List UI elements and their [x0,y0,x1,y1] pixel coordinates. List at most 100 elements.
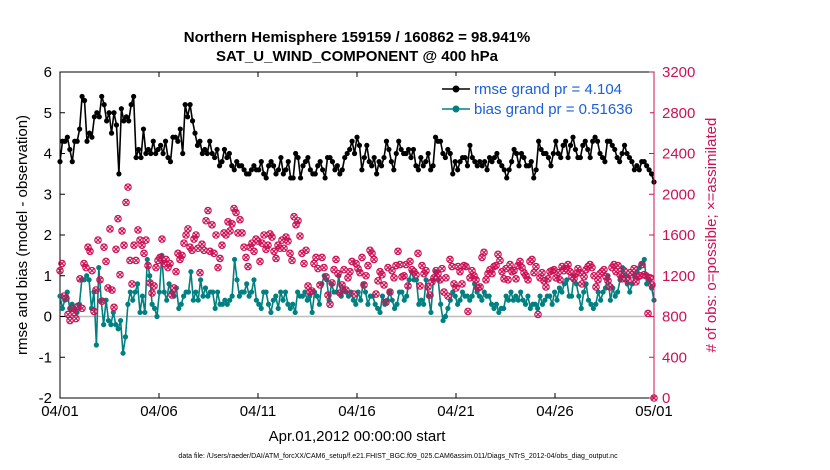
obs-possible-point [600,265,608,274]
chart-title-line2: SAT_U_WIND_COMPONENT @ 400 hPa [216,48,499,65]
obs-possible-point [144,261,152,270]
bias-point [137,309,143,316]
rmse-point [261,171,267,177]
obs-possible-point [294,216,302,225]
bias-point [127,289,133,295]
obs-possible-point [574,264,582,273]
rmse-point [194,142,201,148]
obs-assimilated-point [68,305,76,312]
rmse-point [67,146,73,153]
obs-assimilated-point [216,255,224,262]
obs-possible-point [192,231,200,239]
obs-assimilated-point [202,217,210,224]
obs-possible-point [242,253,250,262]
obs-assimilated-point [346,268,354,275]
bias-point [244,281,250,287]
rmse-point [371,154,377,161]
rmse-point [567,142,574,148]
obs-possible-point [462,262,470,271]
rmse-point [180,150,186,157]
rmse-point [297,175,304,181]
obs-assimilated-point [530,269,538,276]
rmse-point [84,138,90,144]
obs-possible-point [158,235,166,243]
rmse-point [447,150,453,157]
bias-point [416,301,422,307]
obs-possible-point [88,266,96,275]
obs-assimilated-point [238,229,246,236]
rmse-point [329,159,336,165]
rmse-point [383,138,390,144]
obs-possible-point [210,249,218,258]
obs-possible-point [512,275,520,283]
obs-assimilated-point [504,276,512,283]
bias-point [389,297,395,303]
bias-point [181,293,187,299]
obs-assimilated-point [620,267,628,274]
bias-point [132,289,138,295]
left-y-tick-label: 2 [44,227,52,244]
bias-point [573,281,580,287]
obs-possible-point [290,212,298,221]
obs-assimilated-point [292,221,300,228]
obs-assimilated-point [280,245,288,252]
obs-assimilated-point [516,258,524,265]
obs-possible-point [346,267,354,276]
obs-assimilated-point [628,271,636,278]
obs-assimilated-point [190,236,198,243]
obs-assimilated-point [506,261,514,268]
rmse-point [280,171,286,177]
obs-assimilated-point [394,248,402,255]
obs-assimilated-point [104,284,112,291]
obs-assimilated-point [466,274,474,281]
bias-point [595,289,601,295]
obs-possible-point [480,248,488,257]
rmse-point [351,150,358,157]
rmse-point [516,163,522,169]
obs-possible-point [406,257,414,266]
rmse-point [275,167,282,173]
rmse-point [320,167,326,173]
obs-possible-point [354,264,362,273]
obs-possible-point [104,284,112,292]
obs-possible-point [616,270,624,279]
obs-possible-point [74,302,82,311]
right-y-tick-label: 2000 [662,186,695,203]
bias-point [503,293,509,299]
obs-assimilated-point [444,293,452,300]
bias-point [353,301,359,307]
obs-assimilated-point [132,257,140,264]
rmse-point [580,142,586,148]
rmse-point [172,134,178,140]
obs-possible-point [362,271,370,280]
x-axis-label: Apr.01,2012 00:00:00 start [269,428,447,445]
obs-assimilated-point [580,273,588,280]
obs-assimilated-point [532,263,540,270]
obs-assimilated-point [298,250,306,257]
bias-point [428,309,434,316]
rmse-point [347,146,353,153]
obs-assimilated-point [322,273,330,280]
obs-assimilated-point [260,231,268,239]
rmse-point [491,154,498,161]
rmse-point [241,167,247,173]
rmse-point [486,154,493,161]
obs-assimilated-point [424,283,432,290]
bias-point [377,309,383,316]
obs-possible-point [358,253,366,262]
obs-possible-point [150,282,158,290]
obs-possible-point [372,290,380,298]
obs-possible-point [364,261,372,270]
rmse-point [381,154,387,161]
obs-assimilated-point [344,274,352,281]
obs-assimilated-point [446,256,454,263]
obs-possible-point [382,298,390,307]
rmse-point [361,154,367,161]
obs-assimilated-point [564,261,572,268]
obs-possible-point [176,255,184,264]
bias-point [229,293,235,299]
rmse-point [455,167,461,173]
bias-point [535,305,541,311]
rmse-point [563,138,569,144]
rmse-point [641,159,647,165]
